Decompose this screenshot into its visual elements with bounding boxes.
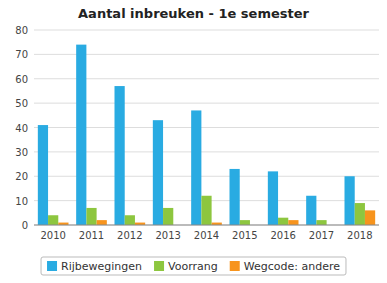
y-axis: 0 10 20 30 40 50 60 70 80 <box>15 25 379 231</box>
chart: Aantal inbreuken - 1e semester 0 10 20 30 40 5… <box>0 0 387 283</box>
bar <box>201 196 211 225</box>
y-tick-label: 10 <box>15 196 28 207</box>
legend-frame <box>41 257 346 275</box>
legend: Rijbewegingen Voorrang Wegcode: andere <box>41 257 346 275</box>
bar <box>240 220 250 225</box>
bar <box>125 215 135 225</box>
legend-label: Rijbewegingen <box>61 260 142 273</box>
bar <box>38 125 48 225</box>
chart-container: Aantal inbreuken - 1e semester 0 10 20 30 40 5… <box>0 0 387 283</box>
bar <box>163 208 173 225</box>
bar <box>153 120 163 225</box>
bar <box>230 169 240 225</box>
x-tick-label: 2017 <box>309 230 334 241</box>
y-tick-label: 0 <box>22 220 28 231</box>
page: {"chart_data": { "type": "bar", "title":… <box>0 0 387 283</box>
bar <box>306 196 316 225</box>
x-tick-label: 2012 <box>117 230 142 241</box>
x-tick-label: 2018 <box>347 230 372 241</box>
bar <box>278 218 288 225</box>
y-tick-label: 20 <box>15 171 28 182</box>
grid-line <box>34 225 379 226</box>
x-axis-line <box>34 225 379 226</box>
bars <box>38 45 375 225</box>
x-tick-label: 2015 <box>232 230 257 241</box>
x-tick-label: 2014 <box>194 230 219 241</box>
bar <box>97 220 107 225</box>
bar <box>355 203 365 225</box>
y-tick-label: 50 <box>15 98 28 109</box>
title: Aantal inbreuken - 1e semester <box>78 6 309 21</box>
bar <box>191 110 201 225</box>
y-tick-label: 40 <box>15 123 28 134</box>
bar <box>86 208 96 225</box>
x-tick-label: 2010 <box>40 230 65 241</box>
x-tick-label: 2013 <box>155 230 180 241</box>
y-tick-label: 60 <box>15 74 28 85</box>
legend-label: Voorrang <box>168 260 218 273</box>
bar <box>365 210 375 225</box>
x-axis: 2010 2011 2012 2013 2014 2015 2016 2017 2018 <box>34 225 379 241</box>
legend-swatch <box>47 261 57 271</box>
legend-swatch <box>230 261 240 271</box>
y-tick-label: 30 <box>15 147 28 158</box>
bar <box>76 45 86 225</box>
x-tick-label: 2016 <box>270 230 295 241</box>
y-tick-label: 80 <box>15 25 28 36</box>
y-tick-label: 70 <box>15 49 28 60</box>
bar <box>345 176 355 225</box>
bar <box>288 220 298 225</box>
grid-line <box>34 30 379 31</box>
bar <box>268 171 278 225</box>
bar <box>316 220 326 225</box>
bar <box>48 215 58 225</box>
legend-label: Wegcode: andere <box>244 260 340 273</box>
x-tick-label: 2011 <box>79 230 104 241</box>
legend-swatch <box>154 261 164 271</box>
bar <box>115 86 125 225</box>
